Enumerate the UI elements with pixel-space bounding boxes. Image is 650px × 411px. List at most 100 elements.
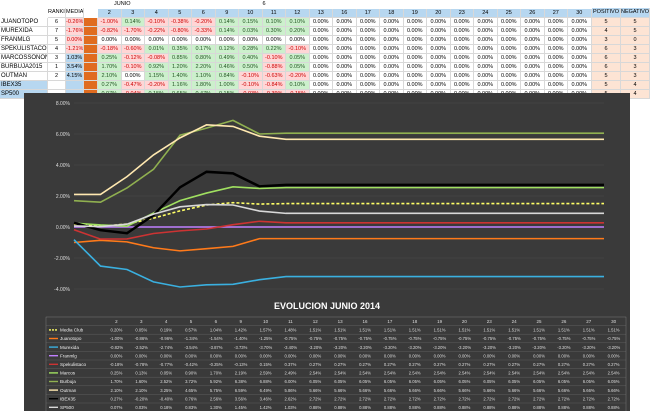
day-cell[interactable]: 0.84% — [215, 72, 239, 81]
day-cell[interactable]: 0.00% — [403, 18, 427, 27]
day-cell[interactable]: 1.15% — [145, 72, 169, 81]
day-cell[interactable]: -0.10% — [262, 54, 286, 63]
day-header-10[interactable]: 10 — [239, 9, 263, 18]
day-cell[interactable]: 0.00% — [544, 81, 568, 90]
day-header-3[interactable]: 3 — [121, 9, 145, 18]
day-cell[interactable]: 0.00% — [521, 72, 545, 81]
day-cell[interactable]: 0.22% — [262, 45, 286, 54]
day-cell[interactable]: 0.01% — [145, 45, 169, 54]
day-cell[interactable]: -0.84% — [262, 81, 286, 90]
media-header[interactable]: MEDIA — [66, 8, 84, 18]
day-cell[interactable]: 0.00% — [215, 36, 239, 45]
day-cell[interactable]: 1.10% — [192, 72, 216, 81]
day-cell[interactable]: 0.00% — [356, 54, 380, 63]
day-header-4[interactable]: 4 — [145, 9, 169, 18]
day-cell[interactable]: 0.00% — [497, 45, 521, 54]
day-cell[interactable]: 0.00% — [544, 45, 568, 54]
day-cell[interactable]: 0.05% — [286, 54, 310, 63]
row-rank[interactable]: 5 — [48, 36, 66, 45]
day-cell[interactable]: 0.00% — [356, 81, 380, 90]
day-cell[interactable]: 0.03% — [239, 27, 263, 36]
day-cell[interactable]: 0.00% — [427, 18, 451, 27]
day-cell[interactable]: 0.00% — [427, 63, 451, 72]
row-rank[interactable]: 4 — [48, 45, 66, 54]
day-cell[interactable]: 0.49% — [215, 54, 239, 63]
day-cell[interactable]: 0.00% — [403, 63, 427, 72]
negativo-count[interactable]: 3 — [621, 54, 650, 63]
day-cell[interactable]: 0.00% — [474, 63, 498, 72]
day-cell[interactable]: 0.28% — [239, 45, 263, 54]
day-cell[interactable]: 0.00% — [497, 36, 521, 45]
day-cell[interactable]: 0.80% — [192, 54, 216, 63]
day-cell[interactable]: 0.00% — [568, 45, 592, 54]
day-cell[interactable]: 0.00% — [568, 36, 592, 45]
day-cell[interactable]: 0.00% — [568, 27, 592, 36]
day-header-24[interactable]: 24 — [474, 9, 498, 18]
day-cell[interactable]: 0.00% — [333, 27, 357, 36]
day-cell[interactable]: 0.00% — [474, 18, 498, 27]
day-cell[interactable]: -0.82% — [98, 27, 122, 36]
row-label[interactable]: SPEKULISTACO — [0, 45, 48, 54]
day-header-16[interactable]: 16 — [333, 9, 357, 18]
positivo-count[interactable]: 5 — [592, 72, 621, 81]
positivo-count[interactable]: 6 — [592, 54, 621, 63]
day-cell[interactable]: 0.00% — [380, 81, 404, 90]
day-cell[interactable]: 1.00% — [215, 81, 239, 90]
day-header-11[interactable]: 11 — [262, 9, 286, 18]
day-header-6[interactable]: 6 — [192, 9, 216, 18]
row-rank[interactable]: 3 — [48, 54, 66, 63]
day-cell[interactable]: 0.00% — [427, 36, 451, 45]
day-cell[interactable]: 0.00% — [450, 27, 474, 36]
negativo-count[interactable]: 5 — [621, 27, 650, 36]
day-cell[interactable]: 0.00% — [309, 36, 333, 45]
day-cell[interactable]: 0.15% — [239, 18, 263, 27]
day-cell[interactable]: 0.00% — [568, 63, 592, 72]
positivo-header[interactable]: POSITIVO — [592, 8, 621, 18]
day-cell[interactable]: 0.05% — [286, 63, 310, 72]
day-cell[interactable]: 0.00% — [309, 63, 333, 72]
day-cell[interactable]: 0.00% — [450, 63, 474, 72]
day-cell[interactable]: 0.00% — [474, 81, 498, 90]
day-cell[interactable]: -0.60% — [121, 45, 145, 54]
day-cell[interactable]: 0.27% — [98, 81, 122, 90]
day-header-12[interactable]: 12 — [286, 9, 310, 18]
day-cell[interactable]: 0.00% — [356, 18, 380, 27]
day-cell[interactable]: -0.63% — [262, 72, 286, 81]
day-cell[interactable]: 0.00% — [356, 63, 380, 72]
day-cell[interactable]: 0.00% — [427, 72, 451, 81]
row-rank[interactable]: 6 — [48, 18, 66, 27]
day-header-17[interactable]: 17 — [356, 9, 380, 18]
day-cell[interactable]: -0.10% — [121, 63, 145, 72]
day-cell[interactable]: 0.00% — [333, 72, 357, 81]
day-cell[interactable]: 0.00% — [474, 27, 498, 36]
day-cell[interactable]: 0.00% — [497, 18, 521, 27]
day-header-26[interactable]: 26 — [521, 9, 545, 18]
day-cell[interactable]: 0.00% — [356, 36, 380, 45]
day-cell[interactable]: 0.00% — [309, 72, 333, 81]
day-cell[interactable]: -0.88% — [262, 63, 286, 72]
day-cell[interactable]: 1.20% — [168, 63, 192, 72]
day-cell[interactable]: 0.00% — [474, 54, 498, 63]
day-header-18[interactable]: 18 — [380, 9, 404, 18]
negativo-count[interactable]: 3 — [621, 63, 650, 72]
day-cell[interactable]: 0.00% — [262, 36, 286, 45]
positivo-count[interactable]: 6 — [592, 63, 621, 72]
day-cell[interactable]: 0.40% — [239, 54, 263, 63]
day-cell[interactable]: -0.38% — [168, 18, 192, 27]
day-cell[interactable]: 0.25% — [98, 54, 122, 63]
day-cell[interactable]: 0.85% — [168, 54, 192, 63]
day-header-30[interactable]: 30 — [568, 9, 592, 18]
day-cell[interactable]: 0.00% — [309, 18, 333, 27]
row-rank[interactable]: 7 — [48, 27, 66, 36]
day-cell[interactable]: 2.20% — [192, 63, 216, 72]
day-cell[interactable]: 0.14% — [121, 18, 145, 27]
day-cell[interactable]: 0.00% — [333, 81, 357, 90]
day-cell[interactable]: 0.00% — [239, 36, 263, 45]
ranking-header[interactable]: RANKING — [48, 8, 66, 18]
day-cell[interactable]: 0.00% — [450, 54, 474, 63]
day-cell[interactable]: 0.10% — [286, 18, 310, 27]
positivo-count[interactable]: 5 — [592, 81, 621, 90]
day-cell[interactable]: 0.00% — [544, 18, 568, 27]
day-cell[interactable]: 0.00% — [380, 45, 404, 54]
day-cell[interactable]: 0.00% — [427, 81, 451, 90]
